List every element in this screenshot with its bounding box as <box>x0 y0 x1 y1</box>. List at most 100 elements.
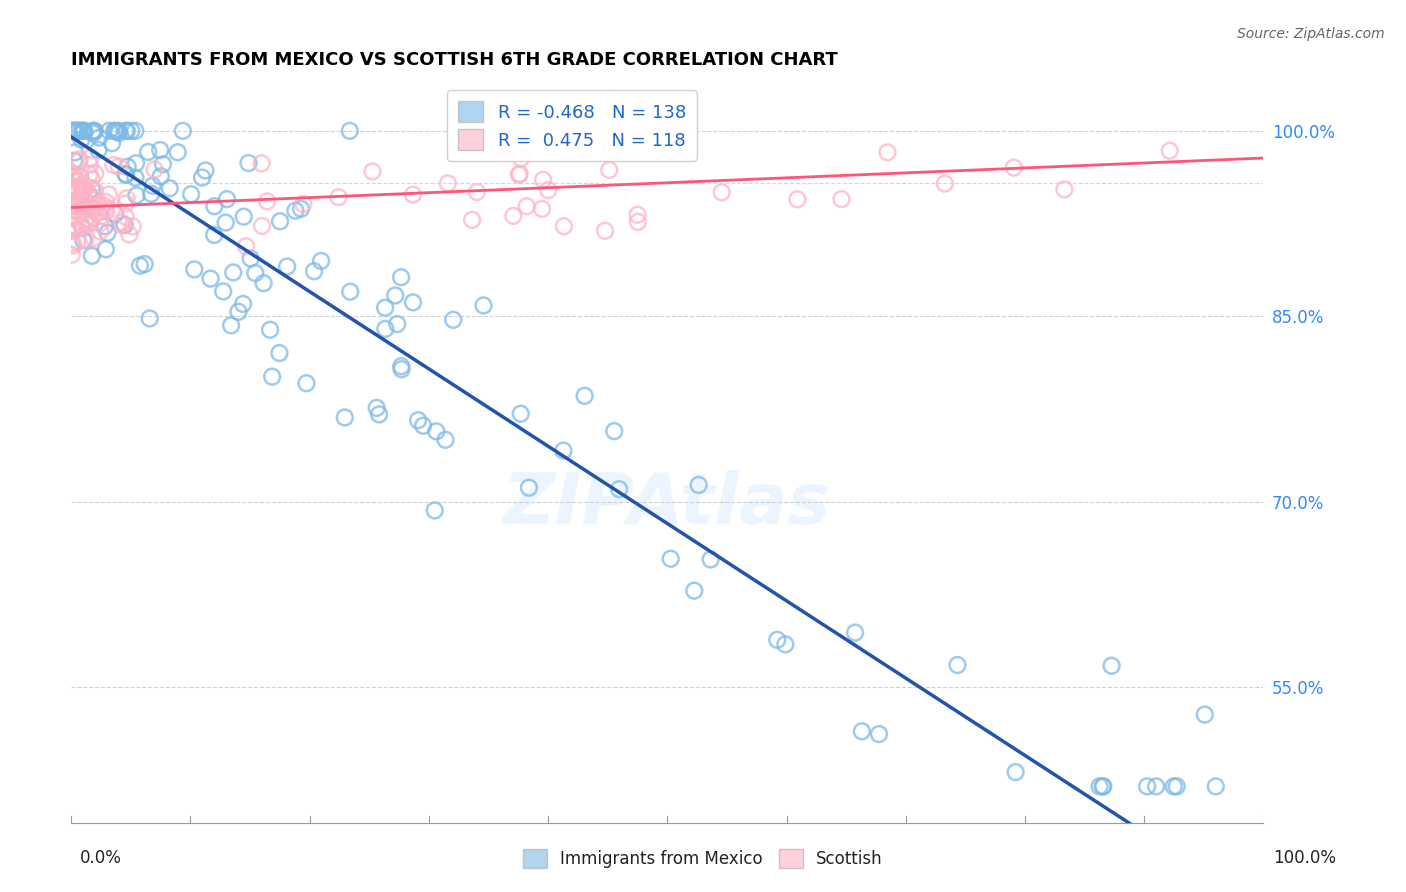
Point <box>69 170 91 185</box>
Point <box>425 425 447 439</box>
Point <box>69 200 91 214</box>
Point <box>108 126 131 140</box>
Point <box>77 187 100 202</box>
Point <box>238 156 260 170</box>
Point <box>333 410 356 425</box>
Point <box>339 124 361 138</box>
Point <box>114 167 136 181</box>
Point <box>461 213 484 227</box>
Point <box>66 186 89 201</box>
Point <box>72 124 94 138</box>
Point <box>60 248 83 262</box>
Point <box>79 216 101 230</box>
Point <box>149 169 172 184</box>
Point <box>77 217 100 231</box>
Point <box>89 130 111 145</box>
Point <box>219 318 242 333</box>
Point <box>118 227 141 242</box>
Point <box>72 221 94 235</box>
Point <box>531 173 554 187</box>
Point <box>98 124 121 138</box>
Point <box>104 207 127 221</box>
Point <box>876 145 898 160</box>
Point <box>1092 780 1115 794</box>
Point <box>136 145 159 159</box>
Point <box>141 186 163 201</box>
Point <box>239 252 262 266</box>
Point <box>72 194 94 209</box>
Point <box>70 178 93 193</box>
Point <box>82 127 104 141</box>
Point <box>86 206 108 220</box>
Point <box>412 418 434 433</box>
Point <box>1194 707 1216 722</box>
Point <box>603 424 626 438</box>
Point <box>202 199 225 213</box>
Point <box>472 298 495 312</box>
Point <box>627 215 650 229</box>
Point <box>70 201 93 215</box>
Legend: Immigrants from Mexico, Scottish: Immigrants from Mexico, Scottish <box>517 842 889 875</box>
Point <box>276 260 298 274</box>
Point <box>63 198 86 212</box>
Point <box>1166 780 1188 794</box>
Point <box>60 189 83 203</box>
Point <box>441 313 464 327</box>
Point <box>290 202 312 216</box>
Point <box>63 174 86 188</box>
Point <box>82 191 104 205</box>
Point <box>851 724 873 739</box>
Point <box>517 481 540 495</box>
Point <box>1159 144 1181 158</box>
Point <box>437 177 460 191</box>
Point <box>222 265 245 279</box>
Point <box>129 259 152 273</box>
Point <box>202 227 225 242</box>
Point <box>62 124 84 138</box>
Point <box>62 219 84 233</box>
Point <box>516 199 538 213</box>
Point <box>574 389 596 403</box>
Point <box>94 242 117 256</box>
Text: 0.0%: 0.0% <box>80 849 122 867</box>
Point <box>328 190 350 204</box>
Point <box>83 124 105 138</box>
Point <box>465 185 488 199</box>
Point <box>62 124 84 138</box>
Point <box>295 376 318 391</box>
Point <box>384 288 406 302</box>
Point <box>115 124 138 138</box>
Point <box>90 216 112 230</box>
Point <box>259 323 281 337</box>
Point <box>125 188 148 202</box>
Point <box>124 170 146 185</box>
Point <box>530 202 553 216</box>
Point <box>66 124 89 138</box>
Point <box>63 172 86 186</box>
Point <box>63 153 86 168</box>
Point <box>600 145 623 159</box>
Point <box>361 164 384 178</box>
Point <box>65 222 87 236</box>
Point <box>166 145 188 160</box>
Point <box>159 181 181 195</box>
Point <box>1205 780 1227 794</box>
Point <box>114 218 136 232</box>
Point <box>391 362 413 376</box>
Point <box>87 143 110 157</box>
Point <box>77 168 100 182</box>
Point <box>374 301 396 315</box>
Point <box>97 187 120 202</box>
Point <box>509 407 531 421</box>
Point <box>62 210 84 224</box>
Point <box>252 276 274 290</box>
Point <box>94 202 117 216</box>
Point <box>269 214 291 228</box>
Legend: R = -0.468   N = 138, R =  0.475   N = 118: R = -0.468 N = 138, R = 0.475 N = 118 <box>447 90 697 161</box>
Point <box>138 311 160 326</box>
Point <box>593 224 616 238</box>
Point <box>183 262 205 277</box>
Point <box>62 211 84 225</box>
Point <box>269 346 291 360</box>
Point <box>1002 161 1025 175</box>
